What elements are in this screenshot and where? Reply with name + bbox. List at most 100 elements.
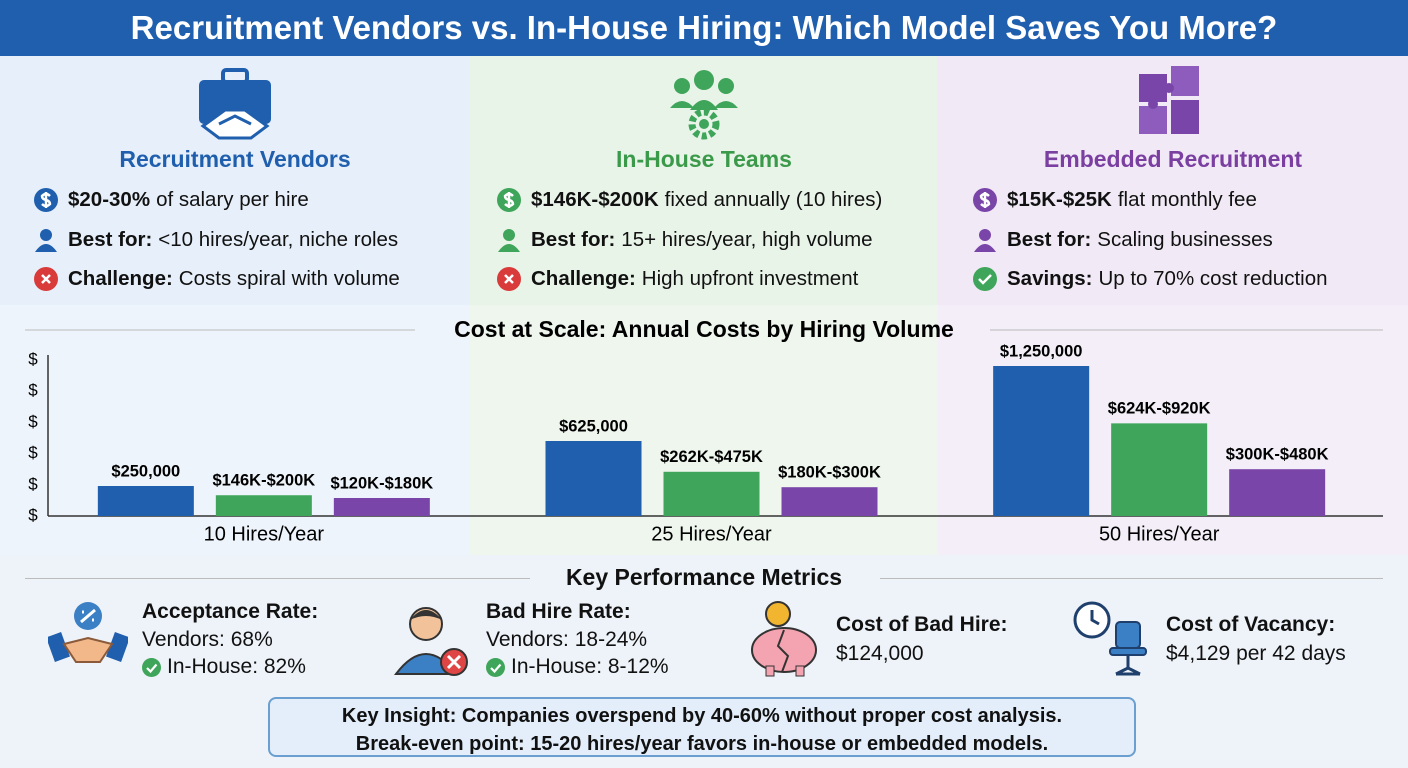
row-label: $20-30% bbox=[68, 188, 151, 211]
x-tick-label: 10 Hires/Year bbox=[204, 523, 325, 545]
insight-line: Key Insight: Companies overspend by 40-6… bbox=[341, 705, 1063, 727]
model-title: Embedded Recruitment bbox=[1043, 146, 1303, 172]
row-text: Costs spiral with volume bbox=[178, 267, 400, 290]
x-tick-label: 25 Hires/Year bbox=[651, 523, 772, 545]
value-label: $1,250,000 bbox=[1000, 342, 1083, 360]
piggy-icon bbox=[751, 601, 817, 677]
bar bbox=[1111, 423, 1208, 516]
metric-text: $4,129 per 42 days bbox=[1166, 642, 1346, 665]
dollar-icon bbox=[973, 188, 997, 212]
model-title: In-House Teams bbox=[616, 146, 792, 172]
metric-text: In-House: 82% bbox=[167, 655, 306, 678]
value-label: $146K-$200K bbox=[212, 472, 315, 490]
vacancy-icon bbox=[1073, 601, 1147, 676]
person-icon bbox=[35, 228, 57, 252]
bar bbox=[993, 366, 1090, 516]
metric-line: $4,129 per 42 days bbox=[1166, 642, 1346, 666]
metric-line: In-House: 82% bbox=[142, 655, 306, 679]
metric-text: $124,000 bbox=[836, 642, 924, 665]
icon-part bbox=[973, 267, 997, 291]
bar bbox=[215, 495, 312, 516]
row-label: Challenge: bbox=[531, 267, 636, 290]
bar bbox=[545, 441, 642, 516]
handshake-icon bbox=[48, 602, 128, 663]
model-row: Best for: Scaling businesses bbox=[973, 226, 1273, 254]
person-icon bbox=[974, 228, 996, 252]
y-tick-label: $ bbox=[28, 349, 38, 368]
row-text: Scaling businesses bbox=[1097, 227, 1273, 251]
value-label: $624K-$920K bbox=[1108, 400, 1211, 418]
chart-title: Cost at Scale: Annual Costs by Hiring Vo… bbox=[454, 316, 954, 342]
row-text: Up to 70% cost reduction bbox=[1098, 267, 1328, 290]
icon-part bbox=[974, 243, 996, 252]
bar bbox=[1229, 469, 1326, 516]
bad-hire-icon bbox=[393, 607, 468, 676]
insight-line: Break-even point: 15-20 hires/year favor… bbox=[355, 733, 1049, 755]
row-text: <10 hires/year, niche roles bbox=[158, 227, 399, 251]
metric-text: Vendors: 68% bbox=[142, 628, 273, 651]
row-text: High upfront investment bbox=[641, 267, 859, 290]
row-label: Best for: bbox=[531, 227, 616, 251]
divider bbox=[880, 578, 1383, 579]
model-row: Best for: 15+ hires/year, high volume bbox=[497, 226, 873, 254]
person-icon bbox=[498, 228, 520, 252]
y-tick-label: $ bbox=[28, 443, 38, 462]
model-row: Challenge: High upfront investment bbox=[497, 265, 858, 293]
metric-line: In-House: 8-12% bbox=[486, 655, 669, 679]
value-label: $262K-$475K bbox=[660, 448, 763, 466]
inhouse-panel bbox=[470, 56, 938, 305]
row-label: $146K-$200K bbox=[531, 188, 659, 211]
metric-title: Cost of Bad Hire: bbox=[836, 613, 1008, 636]
icon-part bbox=[40, 192, 52, 208]
icon-part bbox=[979, 228, 991, 241]
page-title: Recruitment Vendors vs. In-House Hiring:… bbox=[130, 9, 1278, 46]
icon-part bbox=[503, 192, 515, 208]
value-label: $180K-$300K bbox=[778, 464, 881, 482]
icon-part bbox=[40, 228, 52, 241]
value-label: $300K-$480K bbox=[1226, 446, 1329, 464]
metric-title: Bad Hire Rate: bbox=[486, 600, 631, 623]
icon-part bbox=[490, 663, 502, 673]
chart: Cost at Scale: Annual Costs by Hiring Vo… bbox=[0, 305, 1408, 555]
group-bg bbox=[470, 305, 938, 555]
bar bbox=[781, 487, 878, 516]
icon-part bbox=[486, 657, 505, 677]
model-row: Savings: Up to 70% cost reduction bbox=[973, 265, 1328, 293]
cross-icon bbox=[497, 267, 521, 291]
y-tick-label: $ bbox=[28, 505, 38, 524]
metric-title: Acceptance Rate: bbox=[142, 600, 319, 623]
briefcase-icon bbox=[199, 68, 271, 140]
check-icon bbox=[142, 657, 161, 677]
y-tick-label: $ bbox=[28, 381, 38, 400]
model-row: $146K-$200K fixed annually (10 hires) bbox=[497, 186, 882, 214]
y-tick-label: $ bbox=[28, 412, 38, 431]
cross-icon bbox=[34, 267, 58, 291]
icon-part bbox=[146, 663, 158, 673]
bar bbox=[97, 486, 194, 516]
row-label: Best for: bbox=[68, 227, 153, 251]
bar bbox=[333, 498, 430, 516]
dollar-icon bbox=[34, 188, 58, 212]
metric-line: $124,000 bbox=[836, 642, 924, 666]
icon-part bbox=[35, 243, 57, 252]
row-label: Best for: bbox=[1007, 227, 1092, 251]
metric-line: Vendors: 18-24% bbox=[486, 628, 647, 652]
metric-line: Vendors: 68% bbox=[142, 628, 273, 652]
icon-part bbox=[979, 192, 991, 208]
x-tick-label: 50 Hires/Year bbox=[1099, 523, 1220, 545]
row-text: fixed annually (10 hires) bbox=[664, 188, 883, 211]
model-row: $20-30% of salary per hire bbox=[34, 186, 309, 214]
divider bbox=[25, 578, 530, 579]
row-text: flat monthly fee bbox=[1117, 188, 1257, 211]
icon-part bbox=[142, 657, 161, 677]
header: Recruitment Vendors vs. In-House Hiring:… bbox=[0, 0, 1408, 56]
metric-title: Cost of Vacancy: bbox=[1166, 613, 1336, 636]
icon-part bbox=[978, 274, 992, 285]
icon-part bbox=[41, 274, 51, 284]
y-tick-label: $ bbox=[28, 474, 38, 493]
check-icon bbox=[973, 267, 997, 291]
model-row: $15K-$25K flat monthly fee bbox=[973, 186, 1257, 214]
value-label: $250,000 bbox=[111, 462, 180, 480]
model-row: Best for: <10 hires/year, niche roles bbox=[34, 226, 398, 254]
